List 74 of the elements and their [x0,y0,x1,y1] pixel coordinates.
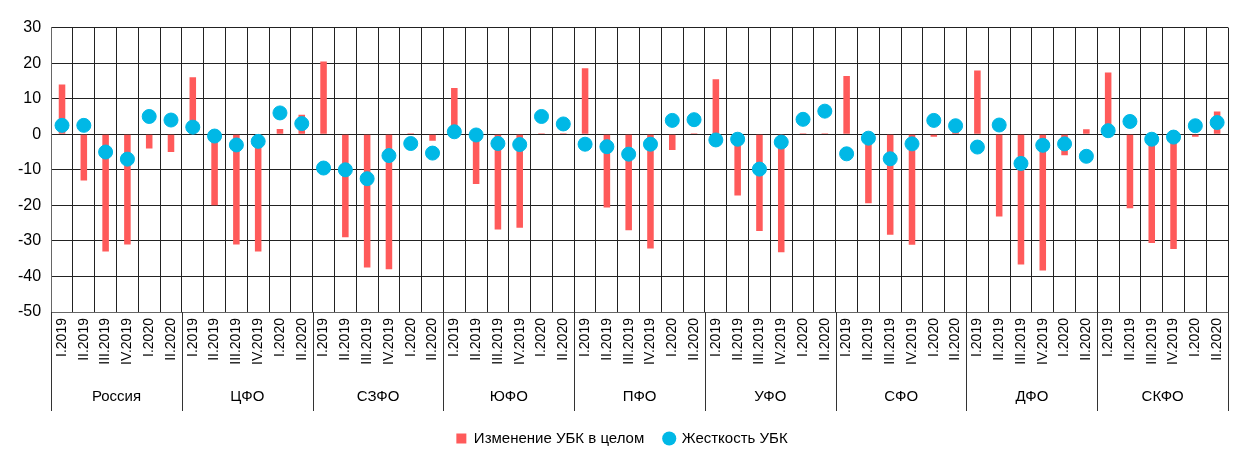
x-tick-label: III.2019 [96,317,113,365]
x-tick-label: II.2020 [423,317,440,361]
text: ДФО [1015,387,1049,405]
x-tick-label: I.2020 [663,317,680,357]
x-tick-label: II.2019 [466,317,483,361]
x-tick-label: II.2019 [1120,317,1137,361]
text: Россия [91,387,142,405]
x-tick-label: II.2019 [859,317,876,361]
x-tick-label: III.2019 [1011,317,1028,365]
x-tick-label: I.2020 [532,317,549,357]
x-tick-label: II.2019 [74,317,91,361]
legend-label: Изменение УБК в целом [473,428,645,446]
y-tick-label: 0 [32,124,42,142]
x-tick-label: I.2019 [706,317,723,357]
x-tick-label: IV.2019 [1164,317,1181,366]
text: ЦФО [230,387,265,405]
x-tick-label: II.2019 [597,317,614,361]
x-tick-label: II.2020 [1077,317,1094,361]
x-tick-label: I.2019 [183,317,200,357]
x-tick-label: I.2020 [270,317,287,357]
text: ЮФО [489,387,528,405]
x-tick-label: IV.2019 [1033,317,1050,366]
x-tick-label: IV.2019 [379,317,396,366]
x-tick-label: I.2019 [837,317,854,357]
x-tick-label: II.2020 [292,317,309,361]
x-tick-label: II.2019 [990,317,1007,361]
text: УФО [754,387,787,405]
x-tick-label: II.2020 [1207,317,1224,361]
x-tick-label: III.2019 [358,317,374,365]
x-tick-label: III.2019 [881,317,898,365]
x-tick-label: I.2020 [1055,317,1072,357]
x-tick-label: I.2020 [793,317,810,357]
x-tick-label: III.2019 [619,317,636,365]
x-tick-label: II.2020 [161,317,178,361]
x-tick-label: I.2020 [1186,317,1203,357]
text: СФО [884,387,919,405]
x-tick-label: IV.2019 [902,317,919,366]
y-tick-label: -10 [18,160,42,178]
text: СКФО [1141,387,1184,405]
y-tick-label: -50 [18,302,42,320]
y-tick-label: -40 [18,266,42,284]
x-tick-label: IV.2019 [772,317,789,366]
text: ПФО [622,387,657,405]
x-tick-label: III.2019 [488,317,505,365]
x-tick-label: I.2019 [445,317,462,357]
x-tick-label: II.2020 [815,317,832,361]
x-tick-label: IV.2019 [510,317,527,366]
x-tick-label: I.2019 [968,317,985,357]
x-tick-label: II.2019 [728,317,745,361]
x-tick-label: IV.2019 [641,317,658,366]
x-tick-label: IV.2019 [249,317,266,366]
x-tick-label: II.2020 [946,317,963,361]
x-tick-label: II.2020 [554,317,571,361]
x-tick-label: I.2020 [140,317,157,357]
x-tick-label: I.2020 [924,317,941,357]
x-tick-label: II.2019 [336,317,353,361]
y-tick-label: -20 [18,195,42,213]
x-tick-label: I.2019 [1099,317,1116,357]
y-tick-label: 30 [23,18,42,36]
x-tick-label: II.2019 [205,317,222,361]
y-tick-label: -30 [18,231,42,249]
x-tick-label: I.2019 [52,317,69,357]
x-tick-label: III.2019 [227,317,244,365]
x-tick-label: I.2020 [401,317,418,357]
x-tick-label: II.2020 [684,317,701,361]
x-tick-label: IV.2019 [118,317,135,366]
x-tick-label: III.2019 [1142,317,1159,365]
text: СЗФО [356,387,400,405]
x-tick-label: I.2019 [575,317,592,357]
x-tick-label: III.2019 [750,317,767,365]
y-tick-label: 20 [23,53,42,71]
legend-label: Жесткость УБК [681,428,788,446]
x-tick-label: I.2019 [314,317,331,357]
y-tick-label: 10 [23,89,42,107]
